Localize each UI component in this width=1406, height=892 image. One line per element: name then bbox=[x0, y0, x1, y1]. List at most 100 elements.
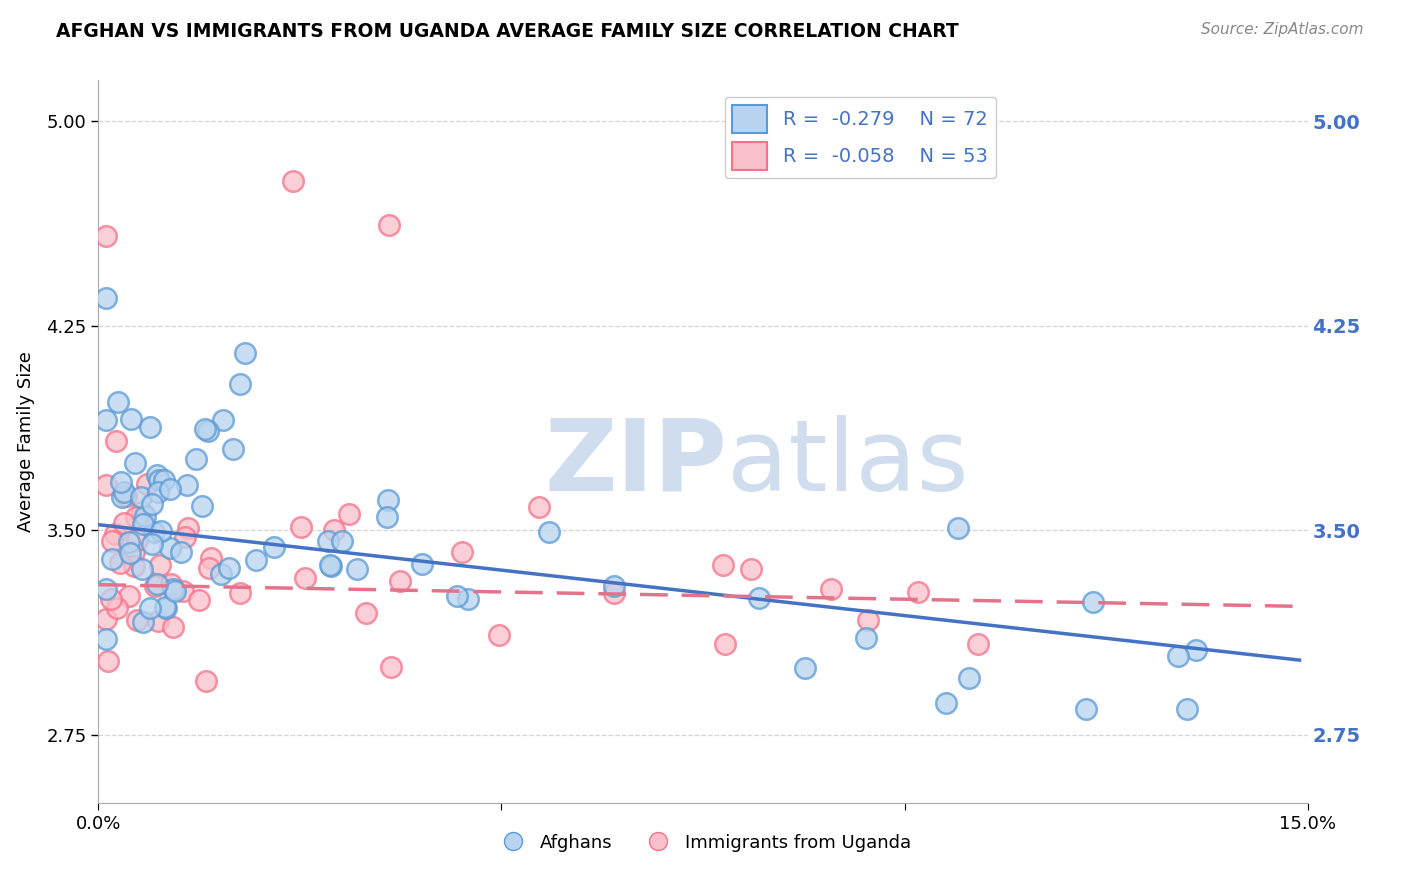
Point bbox=[114, 489, 136, 503]
Point bbox=[132, 517, 155, 532]
Point bbox=[118, 590, 141, 604]
Point bbox=[711, 558, 734, 572]
Point bbox=[330, 534, 353, 549]
Point bbox=[377, 492, 399, 507]
Point bbox=[129, 491, 152, 505]
Point bbox=[104, 434, 127, 448]
Point bbox=[108, 557, 131, 571]
Point bbox=[96, 654, 118, 668]
Point bbox=[457, 591, 479, 606]
Point bbox=[1081, 595, 1104, 609]
Point bbox=[603, 586, 626, 600]
Y-axis label: Average Family Size: Average Family Size bbox=[17, 351, 35, 532]
Point bbox=[146, 485, 169, 500]
Point bbox=[124, 545, 146, 559]
Point bbox=[377, 510, 399, 524]
Point bbox=[411, 558, 433, 572]
Point bbox=[139, 601, 162, 615]
Point bbox=[323, 523, 346, 537]
Text: Source: ZipAtlas.com: Source: ZipAtlas.com bbox=[1201, 22, 1364, 37]
Point bbox=[197, 424, 219, 438]
Point bbox=[200, 551, 222, 566]
Point bbox=[603, 579, 626, 593]
Point bbox=[169, 545, 191, 559]
Point bbox=[162, 620, 184, 634]
Point bbox=[218, 560, 240, 574]
Point bbox=[124, 510, 146, 524]
Point bbox=[122, 558, 145, 573]
Point bbox=[139, 420, 162, 434]
Point bbox=[191, 499, 214, 513]
Point bbox=[101, 534, 124, 549]
Point bbox=[118, 546, 141, 560]
Point bbox=[740, 562, 762, 576]
Text: ZIP: ZIP bbox=[544, 415, 727, 512]
Point bbox=[173, 530, 195, 544]
Point bbox=[96, 632, 118, 646]
Point bbox=[135, 476, 157, 491]
Point bbox=[146, 615, 169, 629]
Point bbox=[229, 377, 252, 392]
Point bbox=[96, 413, 118, 427]
Point bbox=[134, 509, 156, 524]
Point bbox=[221, 442, 243, 456]
Point bbox=[114, 516, 136, 530]
Point bbox=[233, 346, 256, 360]
Point bbox=[145, 577, 167, 591]
Point bbox=[488, 628, 510, 642]
Point bbox=[127, 613, 149, 627]
Point bbox=[155, 601, 177, 615]
Point bbox=[245, 553, 267, 567]
Point bbox=[194, 421, 217, 435]
Point bbox=[159, 482, 181, 496]
Point bbox=[316, 533, 339, 548]
Point bbox=[107, 395, 129, 409]
Point bbox=[858, 613, 880, 627]
Point bbox=[794, 661, 817, 675]
Point bbox=[165, 584, 187, 599]
Point bbox=[100, 592, 122, 607]
Point bbox=[172, 584, 194, 599]
Point bbox=[187, 593, 209, 607]
Point bbox=[209, 567, 232, 582]
Point bbox=[155, 600, 177, 615]
Point bbox=[290, 520, 312, 534]
Point bbox=[319, 559, 342, 574]
Point bbox=[907, 585, 929, 599]
Point bbox=[160, 577, 183, 591]
Point bbox=[946, 521, 969, 535]
Text: AFGHAN VS IMMIGRANTS FROM UGANDA AVERAGE FAMILY SIZE CORRELATION CHART: AFGHAN VS IMMIGRANTS FROM UGANDA AVERAGE… bbox=[56, 22, 959, 41]
Point bbox=[148, 473, 170, 487]
Point bbox=[131, 562, 153, 576]
Point bbox=[388, 574, 411, 589]
Point bbox=[162, 582, 184, 596]
Point bbox=[748, 591, 770, 605]
Point bbox=[337, 507, 360, 521]
Point bbox=[346, 562, 368, 576]
Point bbox=[446, 589, 468, 603]
Point bbox=[96, 478, 118, 492]
Point bbox=[96, 292, 118, 306]
Legend: Afghans, Immigrants from Uganda: Afghans, Immigrants from Uganda bbox=[488, 826, 918, 859]
Point bbox=[380, 659, 402, 673]
Point bbox=[96, 612, 118, 626]
Point bbox=[125, 533, 148, 547]
Point bbox=[103, 527, 125, 541]
Point bbox=[377, 218, 399, 232]
Point bbox=[101, 552, 124, 566]
Point bbox=[527, 500, 550, 514]
Point bbox=[1177, 702, 1199, 716]
Point bbox=[184, 452, 207, 467]
Point bbox=[294, 570, 316, 584]
Point bbox=[112, 485, 135, 500]
Point bbox=[1076, 702, 1098, 716]
Point bbox=[131, 505, 153, 519]
Point bbox=[195, 673, 218, 688]
Point bbox=[354, 607, 377, 621]
Point bbox=[143, 579, 166, 593]
Point bbox=[1167, 649, 1189, 664]
Point bbox=[966, 637, 988, 651]
Point bbox=[149, 558, 172, 572]
Point bbox=[150, 524, 173, 539]
Point bbox=[105, 600, 128, 615]
